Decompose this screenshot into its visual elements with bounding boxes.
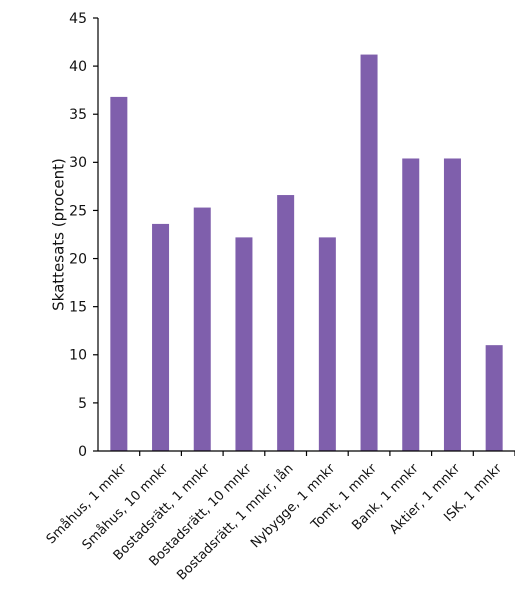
bar — [360, 54, 378, 451]
y-tick-label: 30 — [69, 155, 87, 171]
bar — [485, 345, 503, 451]
y-tick-label: 20 — [69, 251, 87, 267]
axes — [93, 17, 515, 456]
y-tick-label: 35 — [69, 107, 87, 123]
y-tick-label: 45 — [69, 11, 87, 27]
y-axis-label: Skattesats (procent) — [49, 158, 67, 311]
bar — [402, 158, 420, 452]
y-tick-label: 5 — [78, 396, 87, 412]
bar — [277, 195, 295, 451]
bar — [193, 207, 211, 451]
y-axis-ticks: 0 5 10 15 20 25 30 35 40 45 — [69, 11, 87, 460]
y-axis-label-group: Skattesats (procent) — [49, 158, 67, 311]
y-tick-label: 10 — [69, 348, 87, 364]
bar — [318, 237, 336, 451]
y-tick-label: 25 — [69, 203, 87, 219]
bars — [110, 54, 503, 452]
x-tick-label: Aktier, 1 mnkr — [387, 461, 464, 538]
y-tick-label: 40 — [69, 59, 87, 75]
bar — [152, 223, 170, 451]
bar — [235, 237, 253, 451]
bar — [443, 158, 461, 452]
bar — [110, 96, 128, 451]
y-tick-label: 0 — [78, 444, 87, 460]
y-tick-label: 15 — [69, 300, 87, 316]
